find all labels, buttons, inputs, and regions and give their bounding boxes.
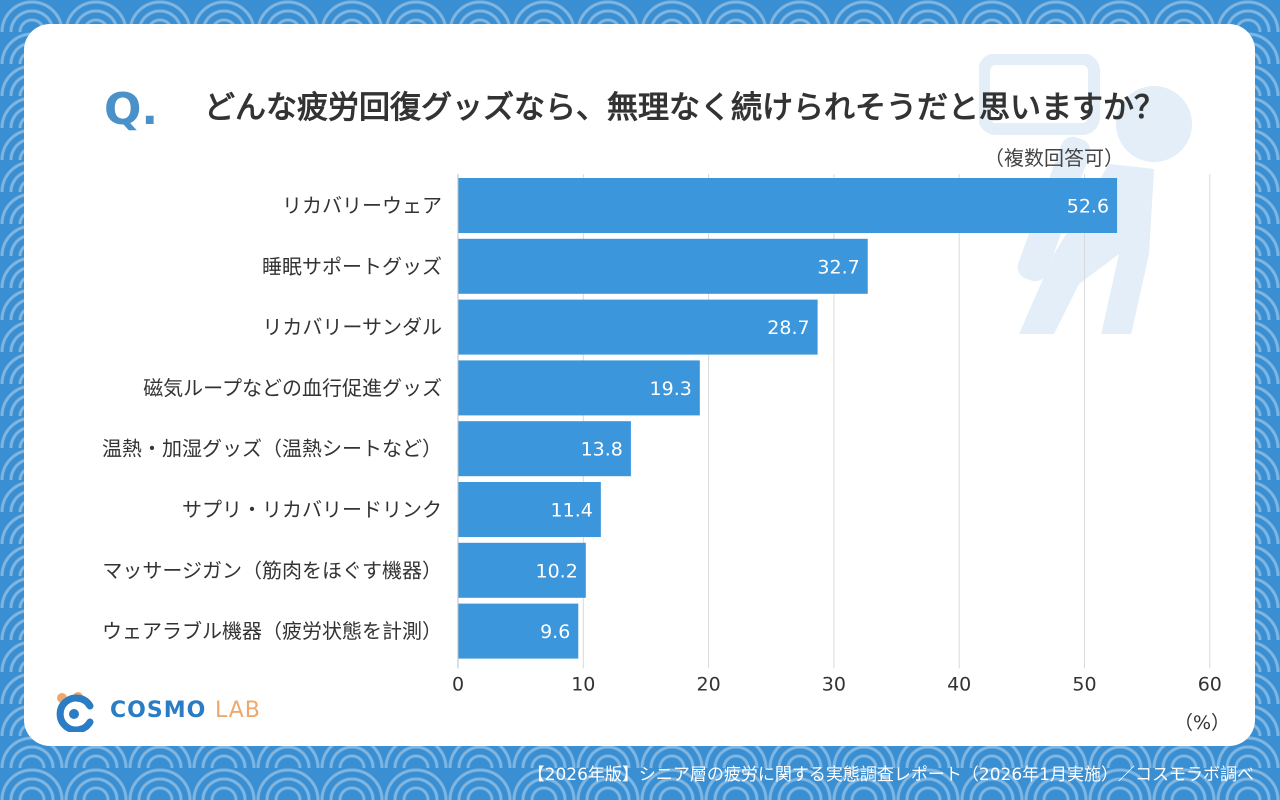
q-mark: Q. bbox=[104, 84, 159, 135]
bar-value-label: 9.6 bbox=[540, 621, 570, 643]
bar-value-label: 11.4 bbox=[551, 500, 593, 522]
logo-icon bbox=[56, 692, 94, 732]
bar-value-label: 19.3 bbox=[650, 378, 692, 400]
category-label: 睡眠サポートグッズ bbox=[262, 254, 442, 278]
category-label: サプリ・リカバリードリンク bbox=[182, 498, 442, 522]
bar-chart: 0 10 20 30 40 50 60 52.6 リカバリーウェア 32.7 睡眠サポートグッズ 28… bbox=[102, 174, 1222, 695]
bar-value-label: 13.8 bbox=[581, 439, 623, 461]
x-tick-label: 60 bbox=[1198, 673, 1222, 695]
x-tick-label: 0 bbox=[452, 673, 464, 695]
multiple-answer-note: （複数回答可） bbox=[984, 146, 1124, 170]
category-label: 磁気ループなどの血行促進グッズ bbox=[143, 376, 442, 400]
x-axis-unit: （%） bbox=[1174, 712, 1231, 734]
bar bbox=[458, 482, 601, 537]
bar bbox=[458, 360, 700, 416]
cosmo-lab-logo: COSMO LAB bbox=[50, 688, 261, 732]
bar bbox=[458, 421, 631, 477]
category-label: ウェアラブル機器（疲労状態を計測） bbox=[102, 619, 442, 643]
category-label: リカバリーサンダル bbox=[262, 315, 442, 339]
category-label: マッサージガン（筋肉をほぐす機器） bbox=[102, 558, 442, 582]
bar-value-label: 32.7 bbox=[817, 256, 859, 278]
bar-value-label: 10.2 bbox=[535, 560, 577, 582]
bar bbox=[458, 178, 1118, 233]
bar bbox=[458, 603, 579, 659]
bar bbox=[458, 542, 586, 598]
x-tick-label: 20 bbox=[697, 673, 721, 695]
bar bbox=[458, 299, 818, 355]
x-tick-label: 10 bbox=[571, 673, 595, 695]
bar-value-label: 52.6 bbox=[1067, 196, 1109, 218]
question-title: どんな疲労回復グッズなら、無理なく続けられそうだと思いますか？ bbox=[204, 90, 1165, 126]
category-label: 温熱・加湿グッズ（温熱シートなど） bbox=[102, 437, 442, 461]
card: Q. どんな疲労回復グッズなら、無理なく続けられそうだと思いますか？ （複数回答… bbox=[24, 24, 1255, 746]
x-tick-label: 50 bbox=[1072, 673, 1096, 695]
bar bbox=[458, 238, 868, 294]
x-tick-label: 40 bbox=[947, 673, 971, 695]
x-tick-label: 30 bbox=[822, 673, 846, 695]
logo-sub: LAB bbox=[214, 697, 261, 723]
logo-main: COSMO bbox=[110, 697, 207, 723]
category-label: リカバリーウェア bbox=[282, 194, 442, 218]
footer-source: 【2026年版】シニア層の疲労に関する実態調査レポート（2026年1月実施）／コ… bbox=[527, 765, 1254, 785]
bar-value-label: 28.7 bbox=[767, 317, 809, 339]
